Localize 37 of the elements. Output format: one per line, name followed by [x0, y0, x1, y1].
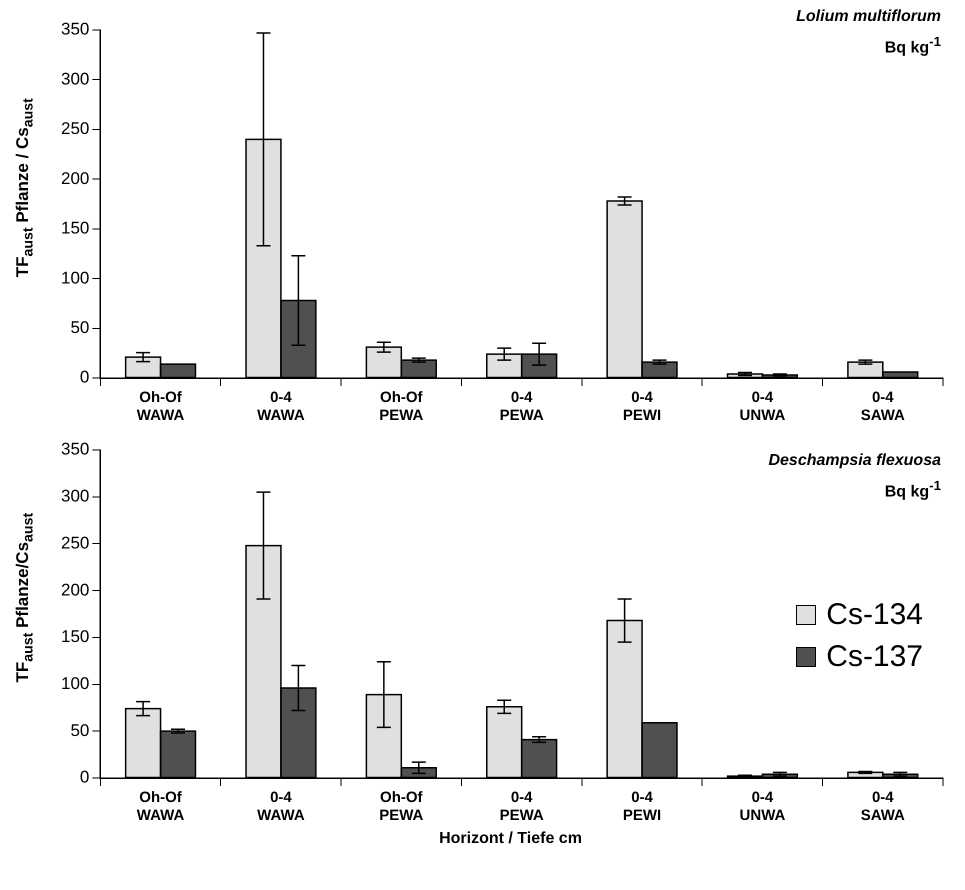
- chart-title: Deschampsia flexuosa: [768, 452, 941, 470]
- y-tick-label: 150: [60, 218, 90, 238]
- legend-label: Cs-134: [826, 598, 923, 632]
- y-tick-label: 350: [60, 20, 90, 39]
- x-tick-label: Oh-Of PEWA: [379, 789, 424, 824]
- text: Bq kg$^{-1}$: [884, 478, 941, 502]
- x-tick-label: 0-4 SAWA: [860, 389, 906, 424]
- y-tick-label: 350: [60, 440, 90, 459]
- y-tick-label: 100: [60, 674, 90, 693]
- y-tick-label: 300: [60, 486, 90, 506]
- x-tick-label: Oh-Of WAWA: [136, 389, 184, 424]
- x-tick-label: 0-4 UNWA: [740, 789, 786, 824]
- x-tick-label: 0-4 PEWA: [500, 389, 544, 424]
- x-tick-label: 0-4 WAWA: [257, 789, 305, 824]
- y-tick-label: 250: [60, 533, 90, 552]
- chart-title: Lolium multiflorum: [796, 8, 941, 26]
- legend-label: Cs-137: [826, 640, 923, 674]
- y-tick-label: 250: [60, 119, 90, 138]
- x-tick-label: 0-4 SAWA: [860, 789, 906, 824]
- y-tick-label: 200: [60, 580, 90, 600]
- x-tick-label: 0-4 PEWI: [622, 789, 662, 824]
- x-tick-label: 0-4 WAWA: [257, 389, 305, 424]
- y-tick-label: 200: [60, 168, 90, 188]
- x-tick-label: Oh-Of PEWA: [379, 389, 424, 424]
- y-tick-label: 300: [60, 69, 90, 88]
- x-tick-label: Oh-Of WAWA: [136, 789, 184, 824]
- y-tick-label: 150: [60, 627, 90, 646]
- x-axis-title: Horizont / Tiefe cm: [438, 830, 583, 848]
- y-tick-label: 0: [80, 368, 90, 387]
- y-tick-label: 100: [60, 268, 90, 288]
- x-tick-label: 0-4 UNWA: [740, 389, 786, 424]
- y-tick-label: 50: [70, 720, 90, 740]
- y-tick-label: 0: [80, 768, 90, 787]
- y-tick-label: 50: [70, 318, 90, 337]
- chart-subtitle: Bq kg$^{-1}$: [884, 34, 941, 58]
- x-tick-label: 0-4 PEWA: [500, 789, 544, 824]
- x-tick-label: 0-4 PEWI: [622, 389, 662, 424]
